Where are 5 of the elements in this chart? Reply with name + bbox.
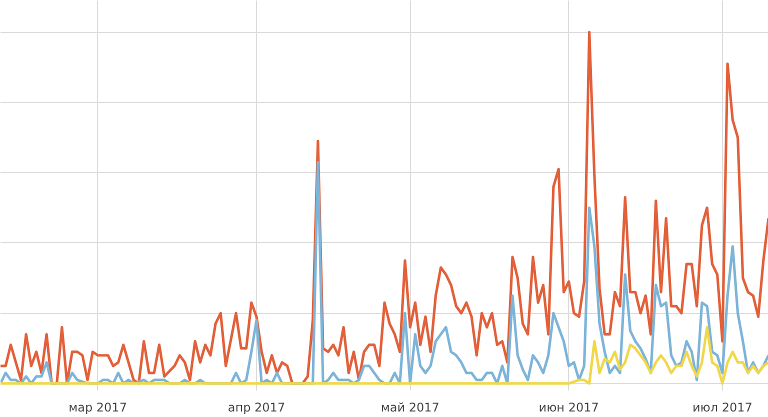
x-tick-label: май 2017 [380,400,440,414]
x-tick-label: июн 2017 [538,400,599,414]
x-tick-label: июл 2017 [692,400,752,414]
x-tick-label: апр 2017 [228,400,286,414]
x-tick-label: мар 2017 [68,400,127,414]
